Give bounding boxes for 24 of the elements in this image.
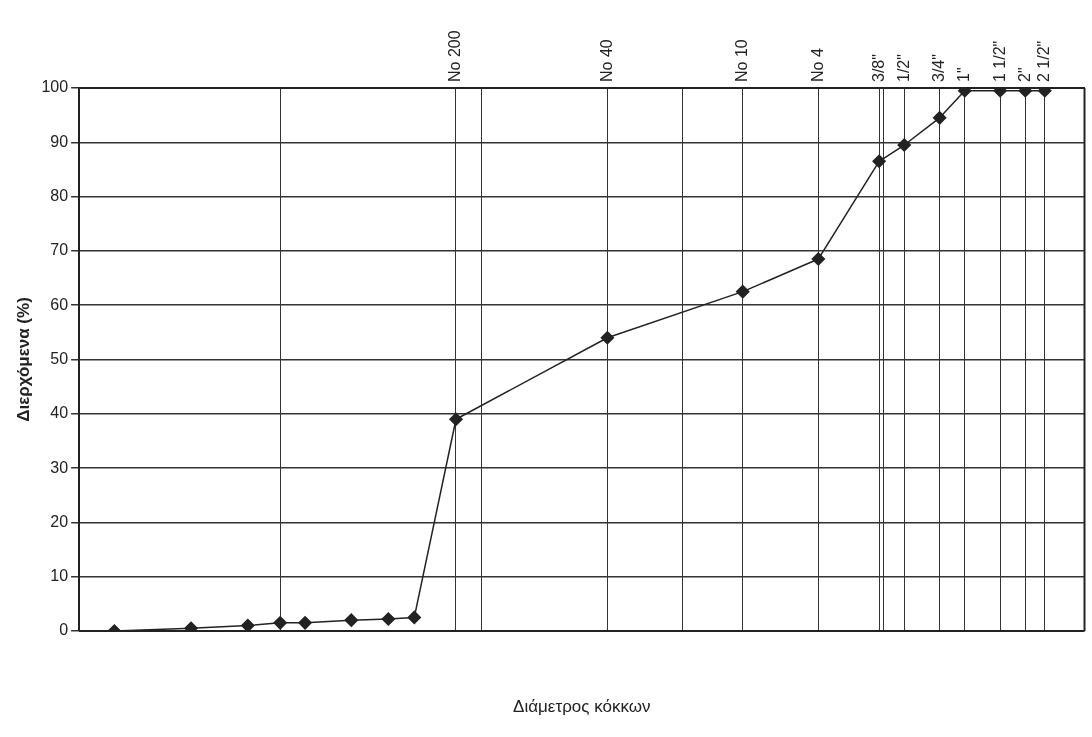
- y-tick-label: 70: [50, 241, 69, 259]
- x-tick-label: 3/8": [869, 54, 887, 82]
- x-tick-label: 2": [1015, 67, 1033, 82]
- y-tick-label: 20: [50, 512, 69, 530]
- y-tick-label: 90: [50, 132, 69, 150]
- x-tick-label: 1/2": [894, 54, 912, 82]
- x-tick-label: No 4: [808, 48, 826, 82]
- y-tick-label: 80: [50, 187, 69, 205]
- x-tick-label: 3/4": [930, 54, 948, 82]
- x-tick-label: No 40: [597, 39, 615, 82]
- y-axis-title: Διερχόμενα (%): [13, 297, 33, 422]
- y-tick-label: 100: [41, 78, 69, 96]
- y-tick-label: 60: [50, 295, 69, 313]
- y-tick-label: 40: [50, 404, 69, 422]
- x-tick-label: 2 1/2": [1035, 40, 1053, 82]
- y-tick-label: 0: [59, 621, 69, 639]
- x-tick-label: 1 1/2": [990, 40, 1008, 82]
- x-axis-title: Διάμετρος κόκκων: [513, 696, 651, 716]
- y-tick-label: 30: [50, 458, 69, 476]
- x-tick-label: No 10: [733, 39, 751, 82]
- x-tick-label: 1": [955, 67, 973, 82]
- x-tick-label: No 200: [446, 30, 464, 82]
- y-tick-label: 50: [50, 349, 69, 367]
- y-tick-label: 10: [50, 567, 69, 585]
